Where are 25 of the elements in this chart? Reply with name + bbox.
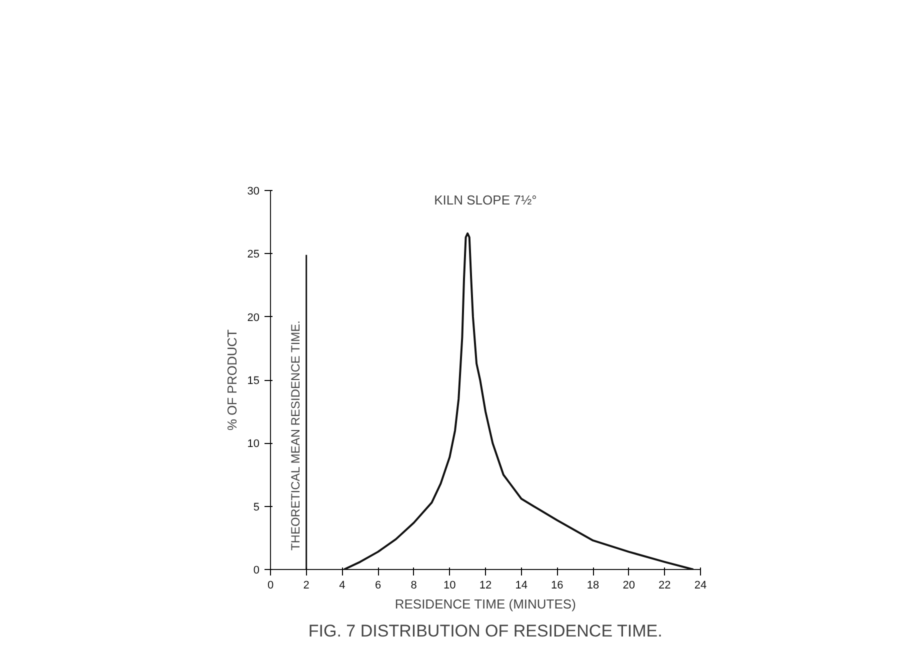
x-tick-label: 14: [515, 580, 528, 592]
x-tick-label: 12: [479, 580, 492, 592]
x-tick-label: 2: [303, 580, 310, 592]
x-tick-label: 0: [267, 580, 274, 592]
x-tick-label: 20: [622, 580, 635, 592]
x-tick-label: 6: [374, 580, 382, 592]
x-tick-label: 18: [586, 580, 600, 592]
y-tick-label: 20: [247, 312, 260, 324]
y-tick-label: 0: [253, 564, 260, 576]
x-axis-title: RESIDENCE TIME (MINUTES): [394, 596, 576, 612]
x-tick-label: 22: [658, 580, 671, 592]
y-tick-label: 25: [247, 248, 260, 261]
y-tick-label: 15: [247, 375, 260, 387]
x-tick-label: 24: [694, 580, 707, 592]
y-tick-label: 5: [253, 501, 260, 514]
y-tick-label: 10: [247, 438, 260, 450]
x-tick-label: 16: [551, 580, 564, 592]
ref-line-label: THEORETICAL MEAN RESIDENCE TIME.: [288, 320, 302, 551]
x-tick-label: 4: [339, 580, 346, 592]
x-tick-label: 10: [444, 580, 456, 592]
x-tick-label: 8: [410, 580, 417, 592]
text: FIG. 7 DISTRIBUTION OF RESIDENCE TIME.: [308, 622, 662, 640]
annotation: KILN SLOPE 7½°: [434, 192, 537, 208]
y-axis-title: % OF PRODUCT: [224, 329, 240, 431]
y-tick-label: 30: [247, 186, 260, 198]
